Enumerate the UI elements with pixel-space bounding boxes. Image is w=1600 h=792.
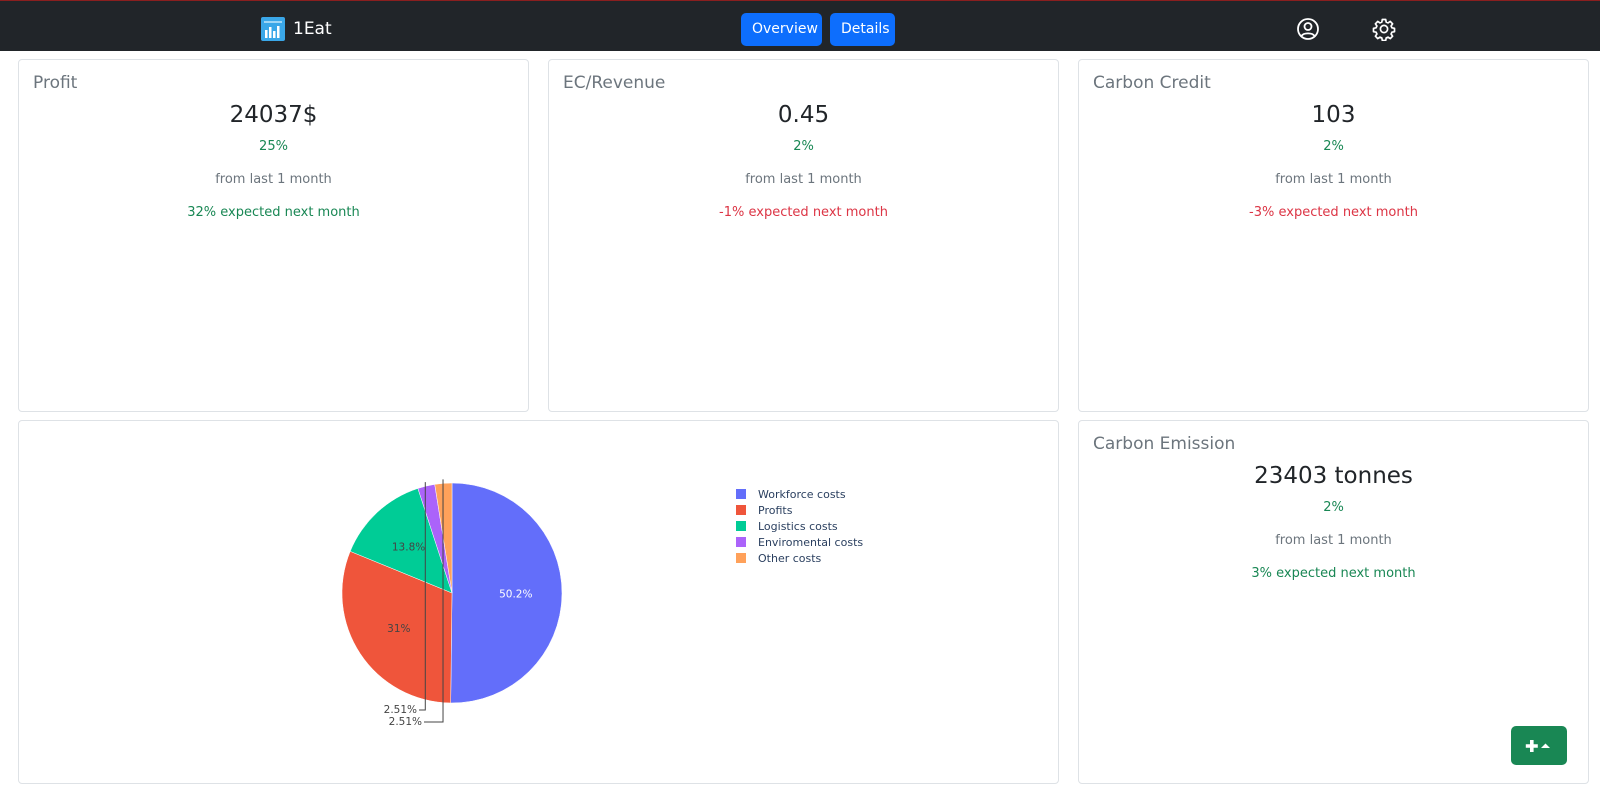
- cost-breakdown-chart-card: 50.2% 31% 13.8% 2.51% 2.51% Workforce costs Pr…: [18, 420, 1059, 784]
- legend-swatch: [736, 537, 746, 547]
- metric-period: from last 1 month: [1275, 172, 1392, 187]
- card-title: Carbon Emission: [1093, 434, 1236, 454]
- legend-item-workforce-costs[interactable]: Workforce costs: [736, 488, 846, 501]
- metric-change: 2%: [1323, 139, 1344, 154]
- tab-overview[interactable]: Overview: [741, 13, 822, 46]
- legend-label: Profits: [758, 504, 793, 517]
- pie-slice-label: 2.51%: [389, 716, 422, 728]
- metric-period: from last 1 month: [215, 172, 332, 187]
- legend-swatch: [736, 505, 746, 515]
- pie-slice-label: 31%: [387, 623, 410, 635]
- metric-change: 2%: [793, 139, 814, 154]
- metric-forecast: -1% expected next month: [719, 205, 888, 220]
- legend-label: Logistics costs: [758, 520, 838, 533]
- pie-slice-logistics-costs[interactable]: [349, 488, 453, 594]
- metric-period: from last 1 month: [1275, 533, 1392, 548]
- metric-forecast: -3% expected next month: [1249, 205, 1418, 220]
- pie-chart: 50.2% 31% 13.8% 2.51%2.51% Workforce costs Pr…: [341, 479, 863, 728]
- floating-action-button[interactable]: [1511, 726, 1567, 765]
- user-circle-icon[interactable]: [1296, 17, 1320, 41]
- pie-slice-workforce-costs[interactable]: [450, 482, 563, 704]
- carbon-credit-card: Carbon Credit 103 2% from last 1 month -…: [1078, 59, 1589, 412]
- metric-period: from last 1 month: [745, 172, 862, 187]
- card-title: Profit: [33, 73, 78, 93]
- legend-item-logistics-costs[interactable]: Logistics costs: [736, 520, 838, 533]
- pie-slice-label: 50.2%: [499, 588, 532, 600]
- metric-value: 103: [1311, 102, 1356, 128]
- legend-item-other-costs[interactable]: Other costs: [736, 552, 822, 565]
- brand[interactable]: 1Eat: [261, 17, 332, 41]
- metric-value: 23403 tonnes: [1254, 463, 1413, 489]
- pie-label-leader-line: [424, 479, 444, 723]
- pie-slice-label: 13.8%: [392, 541, 425, 553]
- legend-item-enviromental-costs[interactable]: Enviromental costs: [736, 536, 863, 549]
- metric-change: 2%: [1323, 500, 1344, 515]
- legend-label: Enviromental costs: [758, 536, 863, 549]
- metric-change: 25%: [259, 139, 288, 154]
- legend-swatch: [736, 553, 746, 563]
- bar-chart-icon: [261, 17, 285, 41]
- pie-slice-profits[interactable]: [341, 551, 453, 704]
- legend-swatch: [736, 489, 746, 499]
- legend-swatch: [736, 521, 746, 531]
- legend-label: Other costs: [758, 552, 822, 565]
- legend-item-profits[interactable]: Profits: [736, 504, 793, 517]
- card-title: EC/Revenue: [563, 73, 666, 93]
- card-title: Carbon Credit: [1093, 73, 1211, 93]
- top-navbar: 1Eat Overview Details: [0, 0, 1600, 51]
- profit-card: Profit 24037$ 25% from last 1 month 32% …: [18, 59, 529, 412]
- metric-forecast: 32% expected next month: [187, 205, 360, 220]
- metric-value: 0.45: [777, 102, 830, 128]
- carbon-emission-card: Carbon Emission 23403 tonnes 2% from las…: [1078, 420, 1589, 784]
- gear-icon[interactable]: [1372, 17, 1396, 41]
- legend-label: Workforce costs: [758, 488, 846, 501]
- tab-details[interactable]: Details: [830, 13, 895, 46]
- pie-label-leader-line: [419, 482, 426, 711]
- metric-forecast: 3% expected next month: [1251, 566, 1416, 581]
- metric-value: 24037$: [229, 102, 318, 128]
- ec-revenue-card: EC/Revenue 0.45 2% from last 1 month -1%…: [548, 59, 1059, 412]
- pie-slice-label: 2.51%: [384, 704, 417, 716]
- add-chevron-up-icon: [1525, 739, 1550, 752]
- app-name: 1Eat: [293, 19, 332, 39]
